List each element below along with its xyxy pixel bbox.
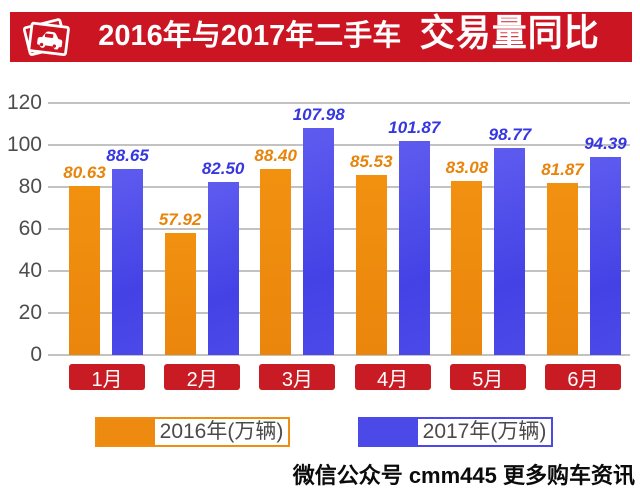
bar-groups: 80.63 88.65 57.92 82.50 88.40 107.98 85.53 101.… <box>63 103 627 355</box>
bar-value-label-2017-m5: 98.77 <box>488 124 532 144</box>
gridline-100 <box>48 144 630 146</box>
header-banner: 2016年与2017年二手车 交易量同比 <box>10 12 632 62</box>
y-tick-label-60: 60 <box>18 217 42 240</box>
bar-column-2017-m4: 101.87 <box>388 118 440 355</box>
legend-label-2016: 2016年(万辆) <box>159 420 284 443</box>
gridline-120 <box>48 102 630 104</box>
bar-column-2017-m1: 88.65 <box>106 146 149 355</box>
x-tick-label-m4: 4月 <box>354 364 431 391</box>
gridline-0 <box>48 354 630 356</box>
bar-2016-m1 <box>69 185 100 355</box>
car-photos-icon <box>22 18 70 57</box>
bar-value-label-2017-m1: 88.65 <box>106 145 149 165</box>
page-title-regular: 2016年与2017年二手车 <box>98 19 402 52</box>
legend-swatch-2017 <box>360 419 418 445</box>
y-tick-label-40: 40 <box>18 259 42 282</box>
y-tick-label-0: 0 <box>30 343 42 366</box>
gridline-60 <box>48 228 630 230</box>
bar-column-2017-m2: 82.50 <box>202 159 244 355</box>
gridline-40 <box>48 270 630 272</box>
y-tick-label-120: 120 <box>6 91 42 114</box>
plot-area: 80.63 88.65 57.92 82.50 88.40 107.98 85.53 101.… <box>48 102 630 356</box>
y-tick-label-80: 80 <box>18 175 42 198</box>
bar-column-2017-m6: 94.39 <box>584 134 627 355</box>
y-tick-label-20: 20 <box>18 301 42 324</box>
legend-swatch-2016 <box>97 419 155 445</box>
bar-group-month-5: 83.08 98.77 <box>446 125 531 355</box>
bar-value-label-2016-m5: 83.08 <box>445 157 489 177</box>
bar-column-2017-m3: 107.98 <box>293 105 345 355</box>
x-axis-labels: 1月 2月 3月 4月 5月 6月 <box>69 364 621 391</box>
bar-2016-m3 <box>260 169 292 355</box>
bar-column-2016-m2: 57.92 <box>159 210 201 355</box>
y-tick-label-100: 100 <box>6 133 42 156</box>
bar-group-month-3: 88.40 107.98 <box>254 105 345 355</box>
gridline-80 <box>48 186 630 188</box>
bar-value-label-2016-m3: 88.40 <box>254 146 297 166</box>
bar-group-month-1: 80.63 88.65 <box>63 146 149 355</box>
x-tick-label-m1: 1月 <box>69 364 145 391</box>
bar-value-label-2016-m2: 57.92 <box>158 210 202 230</box>
legend-item-2017: 2017年(万辆) <box>358 417 553 447</box>
x-tick-label-m3: 3月 <box>259 364 336 391</box>
bar-column-2016-m6: 81.87 <box>541 160 584 355</box>
bar-column-2016-m3: 88.40 <box>254 146 297 355</box>
bar-2017-m6 <box>589 156 621 355</box>
bar-2017-m4 <box>398 141 430 355</box>
bar-value-label-2016-m6: 81.87 <box>541 160 584 180</box>
bar-value-label-2017-m2: 82.50 <box>201 158 245 178</box>
bar-value-label-2017-m6: 94.39 <box>584 133 627 153</box>
legend-label-2017: 2017年(万辆) <box>422 420 547 443</box>
bar-2017-m5 <box>494 147 526 355</box>
gridline-20 <box>48 312 630 314</box>
bar-2016-m6 <box>546 183 578 355</box>
bar-value-label-2016-m4: 85.53 <box>350 152 393 172</box>
bar-value-label-2016-m1: 80.63 <box>63 162 106 182</box>
bar-value-label-2017-m3: 107.98 <box>292 105 345 125</box>
bar-2017-m3 <box>303 128 335 355</box>
bar-group-month-4: 85.53 101.87 <box>350 118 440 355</box>
bar-2016-m4 <box>355 175 387 355</box>
bar-group-month-6: 81.87 94.39 <box>541 134 627 355</box>
x-tick-label-m6: 6月 <box>544 364 621 391</box>
footer-watermark: 微信公众号 cmm445 更多购车资讯 <box>292 463 635 488</box>
bar-value-label-2017-m4: 101.87 <box>388 118 441 138</box>
bar-group-month-2: 57.92 82.50 <box>159 159 244 355</box>
bar-2016-m5 <box>451 180 483 355</box>
bar-2017-m1 <box>112 168 143 355</box>
x-tick-label-m5: 5月 <box>449 364 526 391</box>
bar-column-2017-m5: 98.77 <box>489 125 531 355</box>
x-tick-label-m2: 2月 <box>164 364 241 391</box>
bar-2016-m2 <box>164 233 196 355</box>
legend-item-2016: 2016年(万辆) <box>95 417 290 447</box>
bar-column-2016-m1: 80.63 <box>63 163 106 355</box>
page-title: 2016年与2017年二手车 交易量同比 <box>10 9 632 66</box>
page-title-heavy: 交易量同比 <box>419 12 600 54</box>
bar-column-2016-m4: 85.53 <box>350 152 393 355</box>
bar-column-2016-m5: 83.08 <box>446 158 488 355</box>
car-glyph <box>37 31 63 50</box>
bar-2017-m2 <box>207 181 239 355</box>
